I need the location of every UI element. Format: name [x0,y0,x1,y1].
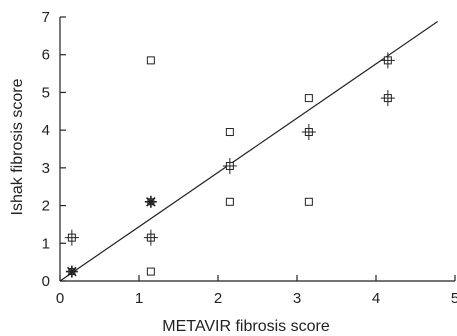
data-point [380,90,395,107]
data-point [146,267,155,276]
y-tick-label: 0 [42,273,50,290]
x-tick-label: 1 [135,290,143,307]
y-tick-label: 7 [42,9,50,26]
y-tick-label: 1 [42,235,50,252]
data-point [225,197,234,206]
data-point [304,197,313,206]
y-tick-label: 3 [42,160,50,177]
x-tick-label: 0 [56,290,64,307]
point-square-marker [225,128,234,137]
y-tick-label: 4 [42,122,50,139]
regression-line [59,21,438,282]
data-point [144,195,157,208]
data-point [301,124,316,141]
data-point [222,157,237,174]
point-star-core [147,198,155,206]
x-tick-label: 4 [372,290,380,307]
y-axis-label: Ishak fibrosis score [9,78,26,215]
y-tick-label: 5 [42,84,50,101]
data-point [146,56,155,65]
point-square-marker [304,197,313,206]
data-point [225,128,234,137]
x-tick-label: 3 [293,290,301,307]
data-point [143,229,158,246]
x-tick-label: 2 [214,290,222,307]
x-tick-label: 5 [451,290,457,307]
x-axis-label: METAVIR fibrosis score [162,318,330,335]
point-square-marker [146,56,155,65]
point-square-marker [146,267,155,276]
data-point [304,94,313,103]
data-point [65,265,78,278]
y-tick-label: 2 [42,198,50,215]
point-square-marker [225,197,234,206]
y-tick-label: 6 [42,47,50,64]
data-point [380,52,395,69]
data-point [64,229,79,246]
point-star-core [68,268,76,276]
point-square-marker [304,94,313,103]
plot-area: 0 1 2 3 4 5 0 1 2 3 4 5 6 7 [42,9,457,307]
